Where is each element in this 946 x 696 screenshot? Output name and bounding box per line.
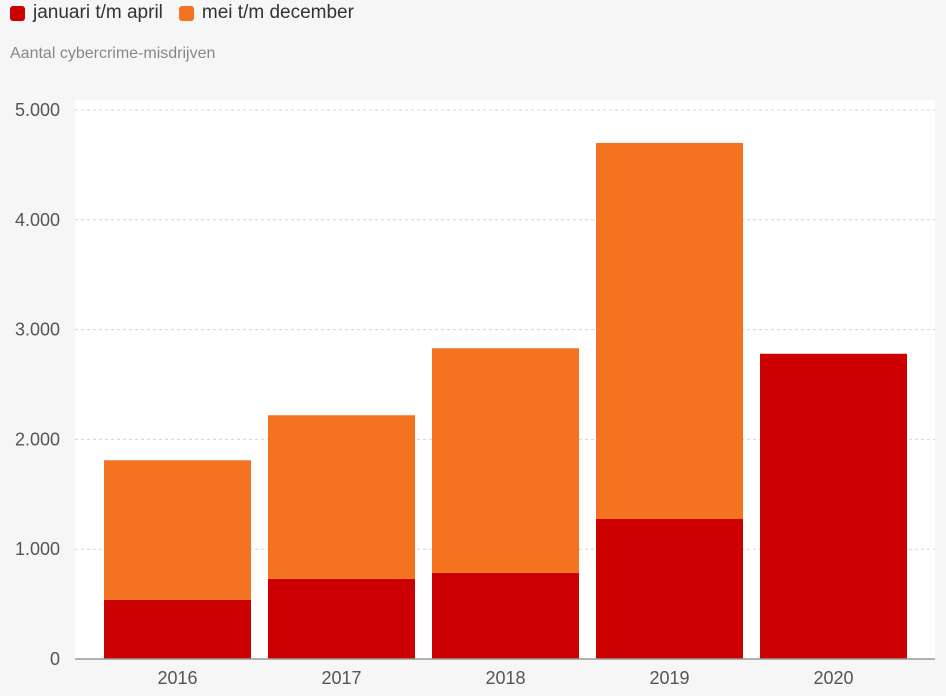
bar-segment-2016-jan-apr: [104, 599, 251, 659]
y-tick-label: 2.000: [15, 429, 60, 449]
legend-label-may-dec: mei t/m december: [201, 2, 354, 23]
bar-segment-2019-may-dec: [596, 142, 743, 520]
x-tick-label: 2017: [321, 668, 361, 688]
legend-swatch-may-dec: [178, 5, 194, 21]
bar-segment-2016-may-dec: [104, 460, 251, 600]
y-tick-label: 0: [50, 649, 60, 669]
x-tick-label: 2018: [485, 668, 525, 688]
bar-segment-2018-jan-apr: [432, 572, 579, 659]
bar-segment-2017-jan-apr: [268, 578, 415, 659]
legend-item-may-dec[interactable]: mei t/m december: [178, 2, 354, 24]
y-tick-label: 4.000: [15, 210, 60, 230]
x-tick-label: 2020: [813, 668, 853, 688]
bar-segment-2020-jan-apr: [760, 353, 907, 659]
bar-segment-2019-jan-apr: [596, 519, 743, 659]
y-axis-title: Aantal cybercrime-misdrijven: [10, 45, 216, 62]
y-tick-label: 1.000: [15, 539, 60, 559]
x-tick-label: 2019: [649, 668, 689, 688]
bar-segment-2017-may-dec: [268, 415, 415, 579]
x-tick-label: 2016: [157, 668, 197, 688]
bar-segment-2018-may-dec: [432, 348, 579, 573]
legend-swatch-jan-apr: [10, 5, 25, 21]
legend-item-jan-apr[interactable]: januari t/m april: [10, 2, 163, 24]
y-tick-label: 3.000: [15, 320, 60, 340]
y-tick-label: 5.000: [15, 100, 60, 120]
legend-label-jan-apr: januari t/m april: [33, 2, 163, 23]
legend: januari t/m april mei t/m december: [10, 2, 370, 24]
